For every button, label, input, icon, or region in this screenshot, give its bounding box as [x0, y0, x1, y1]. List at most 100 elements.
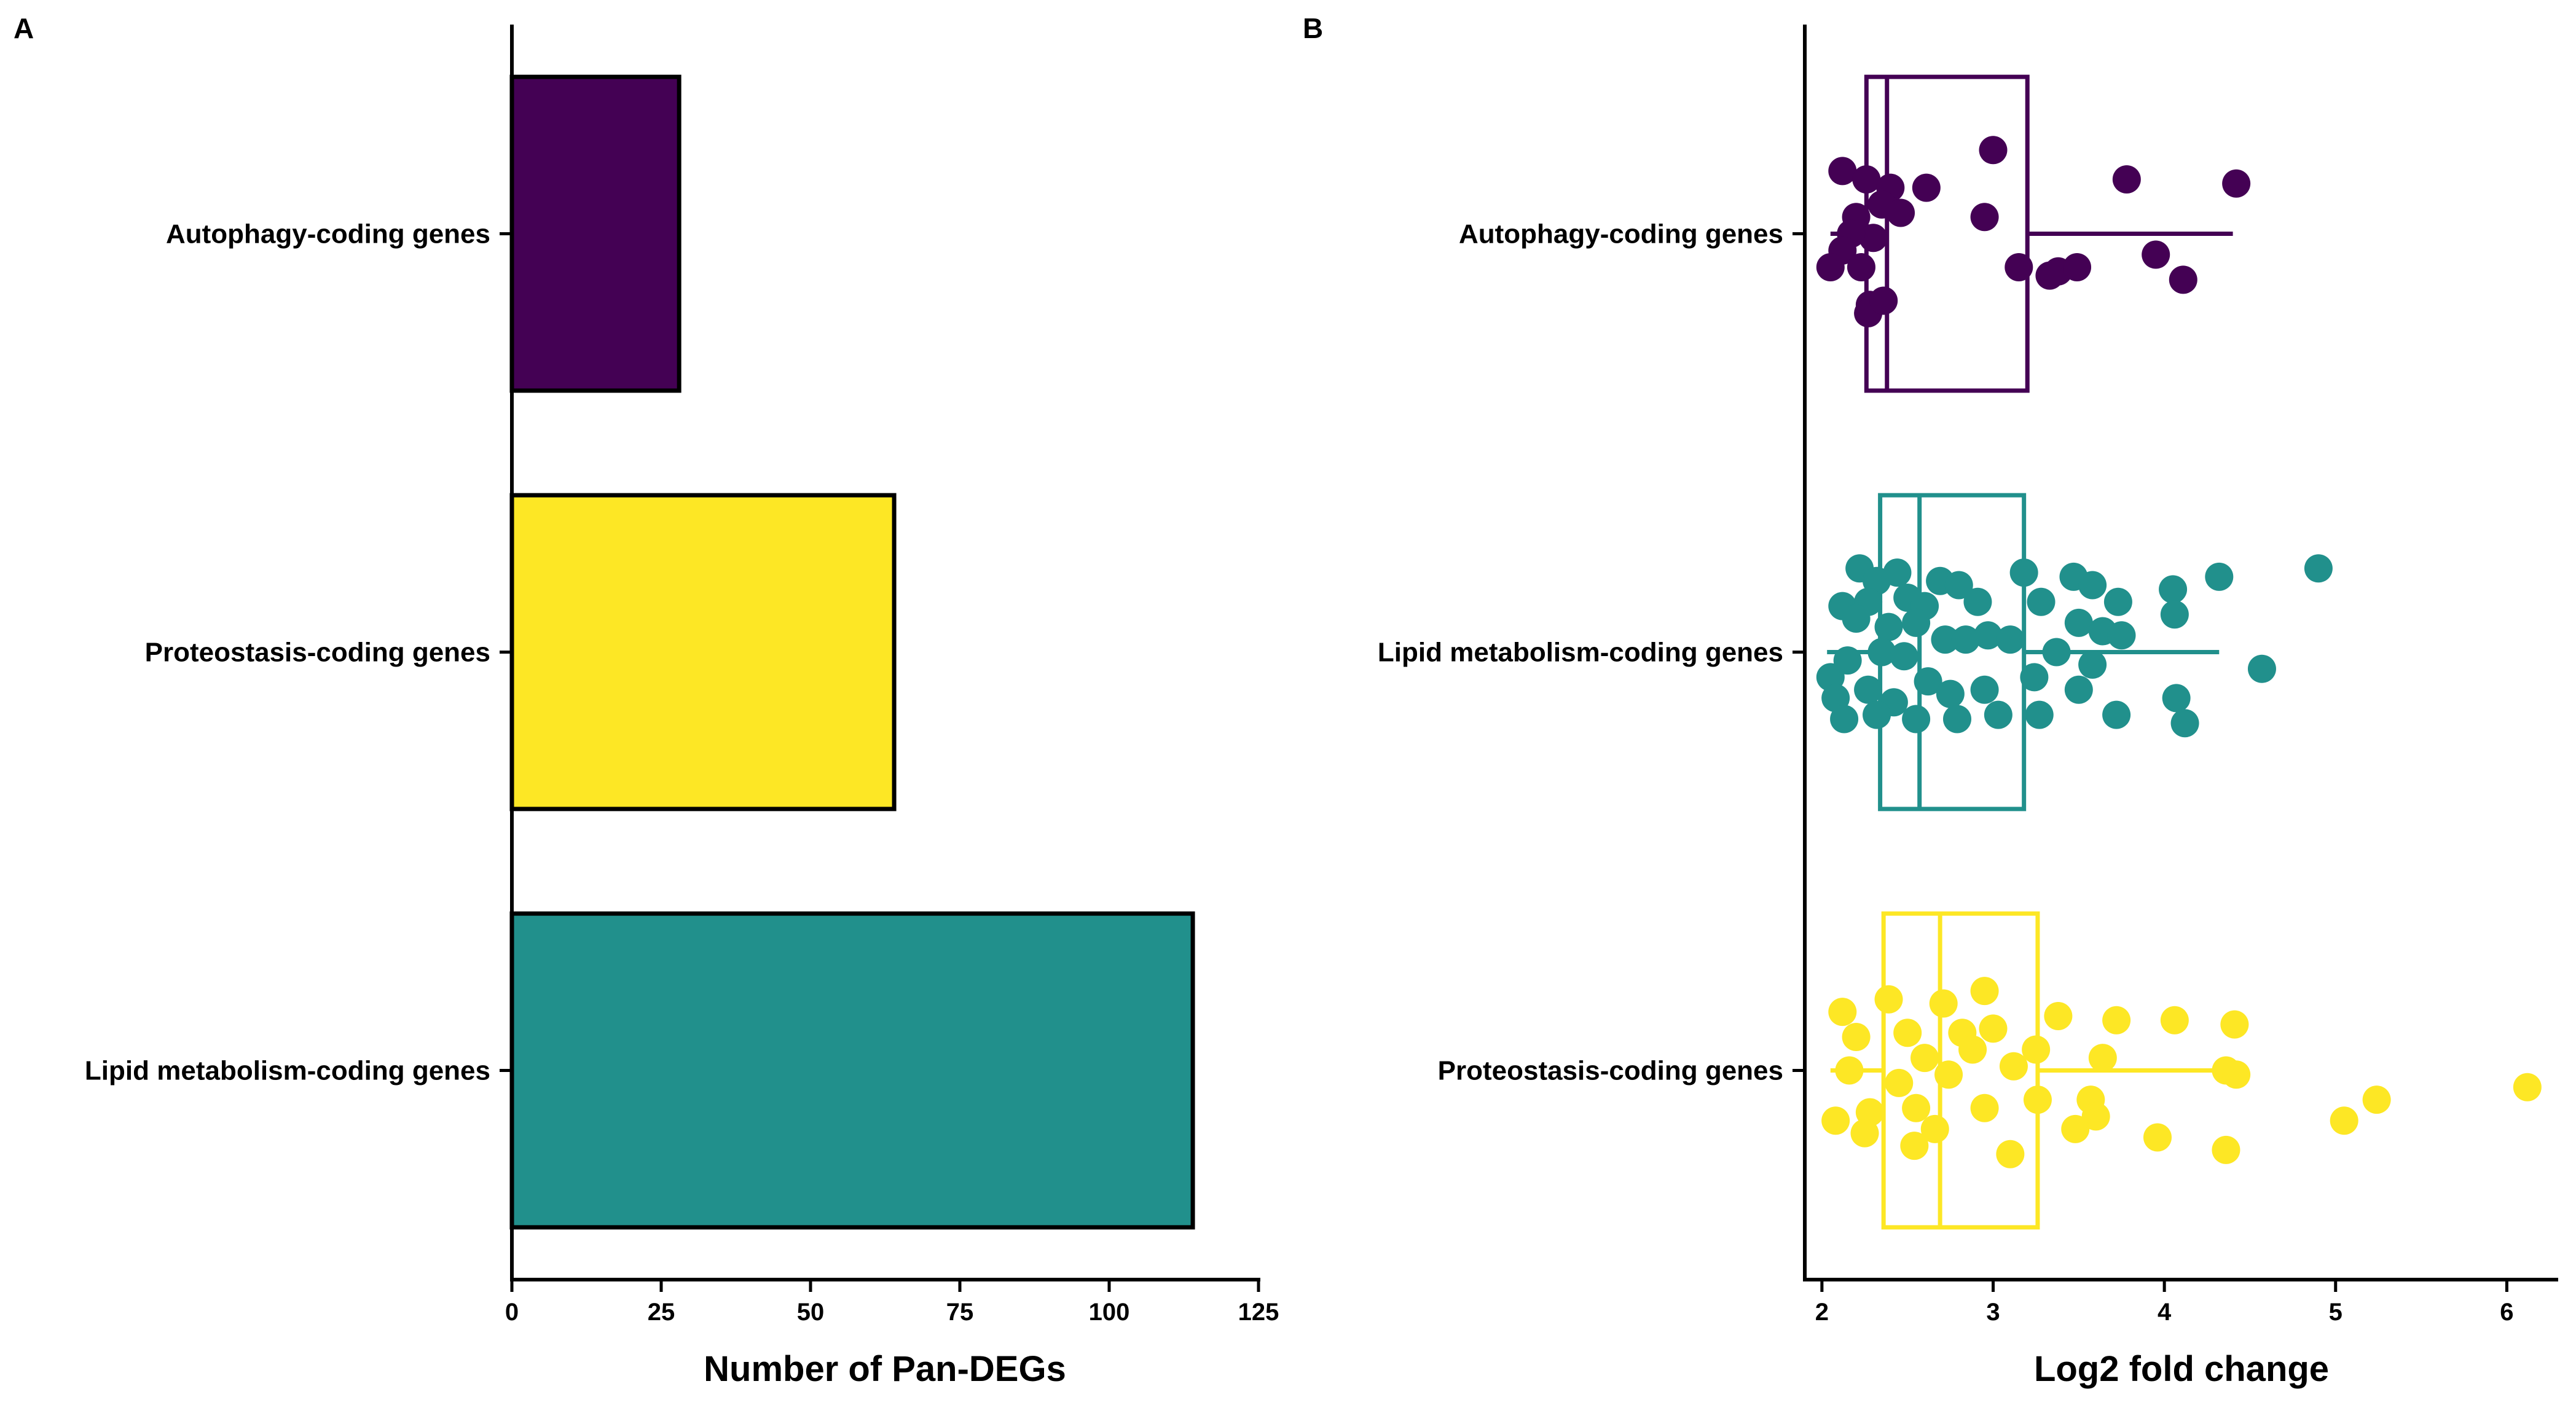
- point-proteostasis-coding-genes: [2160, 1006, 2189, 1035]
- point-lipid-metabolism-coding-genes: [2170, 709, 2199, 738]
- point-proteostasis-coding-genes: [1979, 1014, 2008, 1043]
- point-lipid-metabolism-coding-genes: [2020, 663, 2049, 692]
- point-lipid-metabolism-coding-genes: [1970, 675, 1999, 704]
- point-lipid-metabolism-coding-genes: [2304, 554, 2333, 583]
- point-lipid-metabolism-coding-genes: [1890, 642, 1918, 671]
- point-autophagy-coding-genes: [1869, 286, 1898, 315]
- point-lipid-metabolism-coding-genes: [1902, 608, 1931, 637]
- point-proteostasis-coding-genes: [2222, 1060, 2251, 1089]
- panel-a-category-label: Lipid metabolism-coding genes: [85, 1056, 490, 1086]
- point-autophagy-coding-genes: [2005, 252, 2033, 281]
- panel-a-x-tick-label: 100: [1089, 1299, 1130, 1326]
- point-autophagy-coding-genes: [1847, 252, 1875, 281]
- panel-b-box-plot: Autophagy-coding genes Lipid metabolism-c…: [1378, 25, 2558, 1389]
- box-autophagy-coding-genes: [1864, 74, 2030, 393]
- point-lipid-metabolism-coding-genes: [1996, 625, 2025, 654]
- point-lipid-metabolism-coding-genes: [1830, 705, 1859, 733]
- point-lipid-metabolism-coding-genes: [2102, 700, 2131, 729]
- point-proteostasis-coding-genes: [1828, 998, 1857, 1027]
- point-proteostasis-coding-genes: [2088, 1044, 2117, 1073]
- point-proteostasis-coding-genes: [1902, 1093, 1931, 1122]
- point-proteostasis-coding-genes: [1920, 1114, 1949, 1143]
- point-proteostasis-coding-genes: [1821, 1106, 1850, 1135]
- point-autophagy-coding-genes: [1979, 136, 2008, 165]
- point-autophagy-coding-genes: [2222, 169, 2251, 198]
- panel-a-tag: A: [14, 12, 34, 44]
- bar-lipid-metabolism-coding-genes: [509, 911, 1195, 1230]
- point-proteostasis-coding-genes: [1874, 985, 1903, 1014]
- point-lipid-metabolism-coding-genes: [2064, 675, 2093, 704]
- point-lipid-metabolism-coding-genes: [1883, 558, 1912, 587]
- point-proteostasis-coding-genes: [1934, 1060, 1963, 1089]
- point-lipid-metabolism-coding-genes: [2247, 654, 2276, 683]
- point-lipid-metabolism-coding-genes: [2042, 638, 2071, 667]
- point-lipid-metabolism-coding-genes: [1867, 638, 1896, 667]
- panel-b-category-label: Lipid metabolism-coding genes: [1378, 638, 1783, 668]
- point-lipid-metabolism-coding-genes: [1974, 621, 2003, 650]
- bar-autophagy-coding-genes: [509, 74, 681, 393]
- point-proteostasis-coding-genes: [2044, 1001, 2073, 1030]
- point-autophagy-coding-genes: [2169, 265, 2197, 294]
- point-lipid-metabolism-coding-genes: [1854, 675, 1883, 704]
- point-autophagy-coding-genes: [1828, 157, 1857, 186]
- point-autophagy-coding-genes: [1912, 173, 1941, 202]
- point-proteostasis-coding-genes: [1835, 1056, 1864, 1085]
- point-lipid-metabolism-coding-genes: [1951, 625, 1980, 654]
- panel-b-x-tick-label: 4: [2158, 1299, 2172, 1326]
- point-proteostasis-coding-genes: [1999, 1052, 2028, 1081]
- point-proteostasis-coding-genes: [1910, 1044, 1939, 1073]
- panel-a-category-label: Proteostasis-coding genes: [145, 638, 490, 668]
- point-lipid-metabolism-coding-genes: [2009, 558, 2038, 587]
- panel-a-x-axis-title: Number of Pan-DEGs: [704, 1349, 1066, 1389]
- point-autophagy-coding-genes: [1887, 198, 1915, 227]
- point-proteostasis-coding-genes: [1885, 1068, 1914, 1097]
- point-autophagy-coding-genes: [2142, 240, 2170, 269]
- point-lipid-metabolism-coding-genes: [2159, 575, 2188, 604]
- point-lipid-metabolism-coding-genes: [1914, 667, 1942, 696]
- point-lipid-metabolism-coding-genes: [1942, 705, 1971, 733]
- panel-b-category-label: Proteostasis-coding genes: [1438, 1056, 1783, 1086]
- point-lipid-metabolism-coding-genes: [2107, 621, 2136, 650]
- bar-proteostasis-coding-genes: [509, 493, 897, 812]
- point-lipid-metabolism-coding-genes: [1984, 700, 2012, 729]
- point-proteostasis-coding-genes: [1970, 977, 1999, 1006]
- point-lipid-metabolism-coding-genes: [2162, 684, 2191, 713]
- panel-b-x-tick-label: 2: [1815, 1299, 1829, 1326]
- point-lipid-metabolism-coding-genes: [1833, 646, 1862, 675]
- panel-b-x-tick-label: 5: [2329, 1299, 2342, 1326]
- point-proteostasis-coding-genes: [1900, 1132, 1929, 1160]
- panel-b-category-label: Autophagy-coding genes: [1459, 219, 1783, 249]
- point-lipid-metabolism-coding-genes: [1863, 700, 1891, 729]
- point-proteostasis-coding-genes: [2143, 1123, 2172, 1152]
- point-lipid-metabolism-coding-genes: [1963, 587, 1992, 616]
- point-lipid-metabolism-coding-genes: [1874, 612, 1903, 641]
- point-proteostasis-coding-genes: [2023, 1085, 2052, 1114]
- panel-a-x-tick-label: 25: [648, 1299, 675, 1326]
- box-proteostasis-coding-genes: [1881, 911, 2040, 1230]
- point-proteostasis-coding-genes: [2061, 1114, 2090, 1143]
- point-proteostasis-coding-genes: [2102, 1006, 2131, 1035]
- point-lipid-metabolism-coding-genes: [2025, 700, 2054, 729]
- point-lipid-metabolism-coding-genes: [2078, 571, 2107, 600]
- point-proteostasis-coding-genes: [1958, 1035, 1987, 1064]
- point-lipid-metabolism-coding-genes: [2205, 562, 2234, 591]
- panel-b-x-tick-label: 6: [2500, 1299, 2513, 1326]
- point-lipid-metabolism-coding-genes: [2064, 608, 2093, 637]
- point-autophagy-coding-genes: [1859, 224, 1888, 252]
- point-autophagy-coding-genes: [2112, 165, 2141, 194]
- point-lipid-metabolism-coding-genes: [1944, 571, 1973, 600]
- panel-a-x-tick-label: 50: [797, 1299, 825, 1326]
- point-proteostasis-coding-genes: [1929, 989, 1958, 1018]
- point-proteostasis-coding-genes: [2362, 1085, 2391, 1114]
- panel-a-x-tick-label: 125: [1238, 1299, 1279, 1326]
- point-autophagy-coding-genes: [1970, 203, 1999, 232]
- point-proteostasis-coding-genes: [2081, 1102, 2110, 1131]
- panel-a-bar-chart: Autophagy-coding genes Proteostasis-codin…: [85, 25, 1279, 1389]
- point-lipid-metabolism-coding-genes: [2103, 587, 2132, 616]
- panel-b-x-axis-title: Log2 fold change: [2034, 1349, 2329, 1389]
- panel-a-category-label: Autophagy-coding genes: [166, 219, 490, 249]
- point-lipid-metabolism-coding-genes: [2027, 587, 2056, 616]
- panel-a-x-tick-label: 0: [505, 1299, 519, 1326]
- point-proteostasis-coding-genes: [1893, 1019, 1922, 1047]
